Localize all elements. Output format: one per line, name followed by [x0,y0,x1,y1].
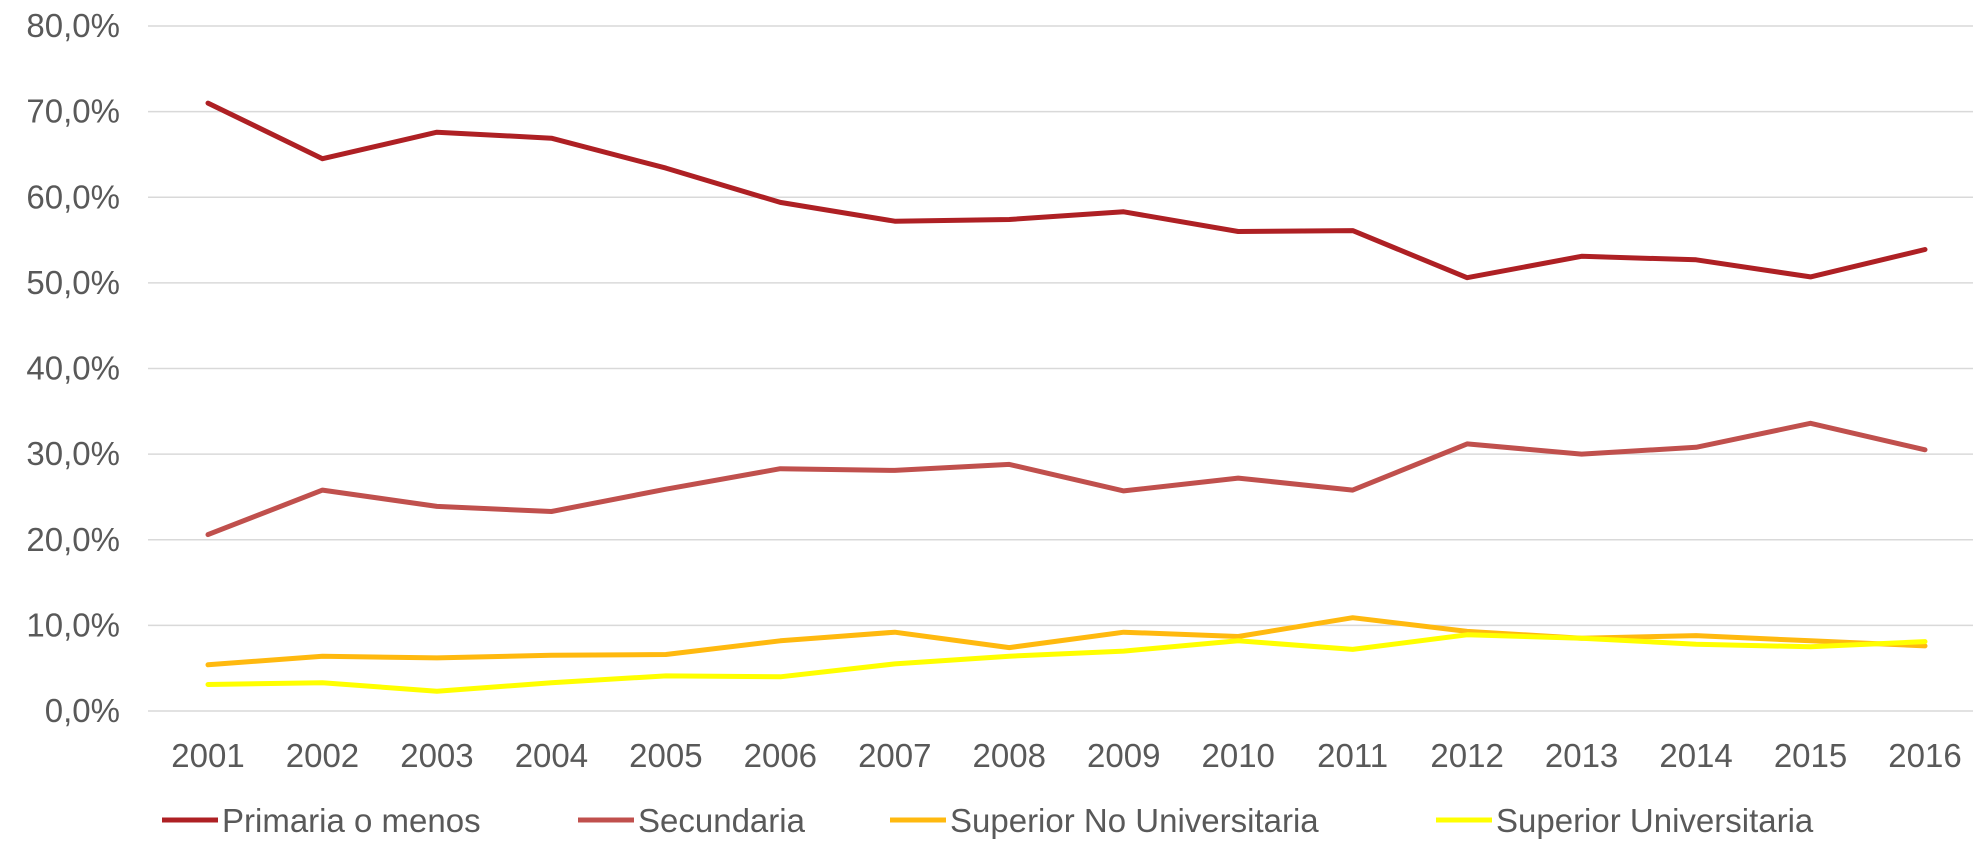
x-tick-label: 2011 [1317,737,1388,774]
y-tick-label: 70,0% [26,93,120,130]
y-tick-label: 50,0% [26,264,120,301]
x-tick-label: 2006 [744,737,817,774]
y-tick-label: 10,0% [26,606,120,643]
x-tick-label: 2004 [515,737,588,774]
legend-label: Primaria o menos [222,802,481,839]
y-tick-label: 20,0% [26,521,120,558]
series-line-1 [205,420,1928,538]
legend: Primaria o menos Secundaria Superior No Un… [162,802,1814,839]
series-line-3 [205,632,1928,694]
series-line-2 [205,615,1928,668]
x-tick-label: 2015 [1774,737,1847,774]
x-tick-label: 2002 [286,737,359,774]
y-tick-label: 60,0% [26,178,120,215]
series-lines [205,100,1928,694]
y-axis-tick-labels: 0,0% 10,0% 20,0% 30,0% 40,0% 50,0% 60,0% 70,0% 8… [26,7,120,729]
x-tick-label: 2008 [973,737,1046,774]
x-axis-tick-labels: 2001 2002 2003 2004 2005 2006 2007 2008 2009 2010… [171,737,1961,774]
x-tick-label: 2014 [1659,737,1732,774]
x-tick-label: 2013 [1545,737,1618,774]
series-line-0 [205,100,1928,281]
y-tick-label: 0,0% [45,692,120,729]
legend-label: Secundaria [638,802,806,839]
legend-label: Superior Universitaria [1496,802,1814,839]
x-tick-label: 2005 [629,737,702,774]
x-tick-label: 2003 [400,737,473,774]
gridlines [148,25,1973,712]
legend-label: Superior No Universitaria [950,802,1319,839]
x-tick-label: 2012 [1430,737,1503,774]
x-tick-label: 2009 [1087,737,1160,774]
y-tick-label: 80,0% [26,7,120,44]
y-tick-label: 30,0% [26,435,120,472]
x-tick-label: 2010 [1201,737,1274,774]
x-tick-label: 2016 [1888,737,1961,774]
x-tick-label: 2007 [858,737,931,774]
y-tick-label: 40,0% [26,350,120,387]
x-tick-label: 2001 [171,737,244,774]
